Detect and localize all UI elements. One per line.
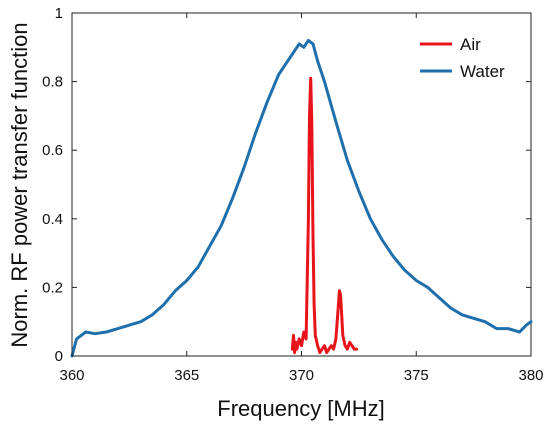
x-tick-label: 365 <box>174 367 199 384</box>
y-tick-label: 0.8 <box>42 74 63 91</box>
legend-label-water: Water <box>460 62 505 81</box>
x-tick-label: 370 <box>289 367 314 384</box>
y-tick-label: 0.2 <box>42 279 63 296</box>
y-axis-title: Norm. RF power transfer function <box>7 22 32 347</box>
series-line-water <box>70 38 533 358</box>
series-line-air <box>290 76 359 355</box>
x-axis-ticks: 360 365 370 375 380 <box>59 13 544 384</box>
y-axis-ticks: 0 0.2 0.4 0.6 0.8 1 <box>42 5 531 365</box>
x-tick-label: 380 <box>518 367 543 384</box>
x-axis-title: Frequency [MHz] <box>217 396 385 421</box>
x-tick-label: 375 <box>404 367 429 384</box>
y-tick-label: 0.6 <box>42 142 63 159</box>
series-layer <box>70 38 533 358</box>
x-tick-label: 360 <box>59 367 84 384</box>
y-tick-label: 0.4 <box>42 211 63 228</box>
legend-label-air: Air <box>460 35 481 54</box>
y-tick-label: 1 <box>55 5 63 22</box>
y-tick-label: 0 <box>55 348 63 365</box>
legend: Air Water <box>420 35 505 81</box>
